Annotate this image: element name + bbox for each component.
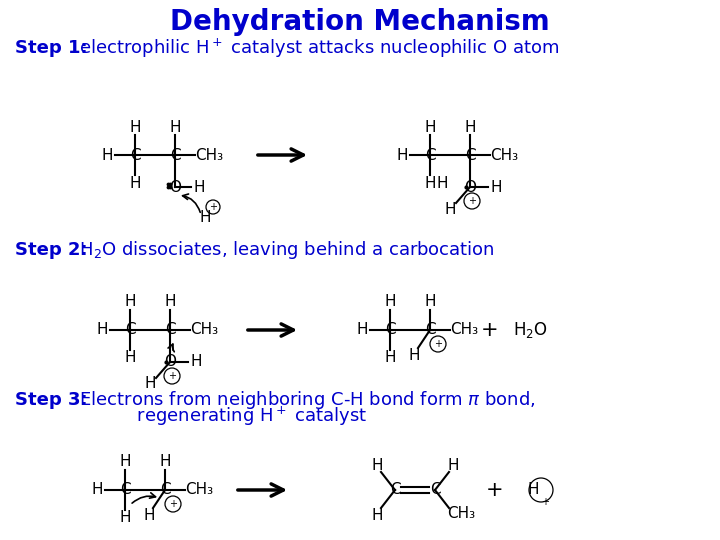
Text: H: H [91,483,103,497]
Text: H: H [193,179,204,194]
Text: Step 3:: Step 3: [15,391,88,409]
Text: H: H [159,455,171,469]
Text: H: H [384,294,396,309]
Text: C: C [120,483,130,497]
Text: +: + [434,339,442,349]
Text: H: H [424,119,436,134]
Text: H: H [130,176,140,191]
Text: H: H [120,455,131,469]
Text: C: C [125,322,135,338]
Text: H: H [169,119,181,134]
Text: regenerating H$^+$ catalyst: regenerating H$^+$ catalyst [68,404,367,428]
Text: H: H [190,354,202,369]
Text: +: + [481,320,499,340]
Text: CH₃: CH₃ [185,483,213,497]
Text: H: H [356,322,368,338]
Text: H: H [120,510,131,525]
Text: +: + [209,202,217,212]
Text: H: H [372,457,383,472]
Text: +: + [486,480,504,500]
Text: C: C [165,322,175,338]
Text: +: + [541,497,549,507]
Text: H$_2$O dissociates, leaving behind a carbocation: H$_2$O dissociates, leaving behind a car… [68,239,495,261]
Text: C: C [160,483,171,497]
Text: H: H [527,483,539,497]
Text: C: C [425,147,436,163]
Text: Step 2:: Step 2: [15,241,88,259]
Text: C: C [430,483,441,497]
Text: H: H [125,294,136,309]
Text: C: C [464,147,475,163]
Text: +: + [468,196,476,206]
Text: C: C [425,322,436,338]
Text: H: H [130,119,140,134]
Text: C: C [384,322,395,338]
Text: H$_2$O: H$_2$O [513,320,547,340]
Text: CH₃: CH₃ [190,322,218,338]
Text: H: H [424,176,436,191]
Text: electrophilic H$^+$ catalyst attacks nucleophilic O atom: electrophilic H$^+$ catalyst attacks nuc… [68,36,559,59]
Text: H: H [424,294,436,309]
Text: H: H [125,350,136,366]
Text: CH₃: CH₃ [195,147,223,163]
Text: H: H [436,176,448,191]
Text: H: H [464,119,476,134]
Text: Dehydration Mechanism: Dehydration Mechanism [170,8,550,36]
Text: H: H [447,457,459,472]
Text: +: + [169,499,177,509]
Text: Electrons from neighboring C-H bond form $\pi$ bond,: Electrons from neighboring C-H bond form… [68,389,536,411]
Text: H: H [164,294,176,309]
Text: Step 1:: Step 1: [15,39,88,57]
Text: +: + [168,371,176,381]
Text: H: H [143,508,155,523]
Text: H: H [102,147,113,163]
Text: CH₃: CH₃ [490,147,518,163]
Text: H: H [96,322,108,338]
Text: C: C [390,483,400,497]
Text: CH₃: CH₃ [450,322,478,338]
Text: H: H [444,201,456,217]
Text: H: H [396,147,408,163]
Text: O: O [464,179,476,194]
Text: H: H [144,376,156,392]
Text: O: O [169,179,181,194]
Text: H: H [384,350,396,366]
Text: H: H [199,210,211,225]
Text: H: H [408,348,420,362]
Text: C: C [130,147,140,163]
Text: O: O [164,354,176,369]
Text: H: H [372,508,383,523]
Text: H: H [490,179,502,194]
Text: C: C [170,147,180,163]
Text: CH₃: CH₃ [447,507,475,522]
